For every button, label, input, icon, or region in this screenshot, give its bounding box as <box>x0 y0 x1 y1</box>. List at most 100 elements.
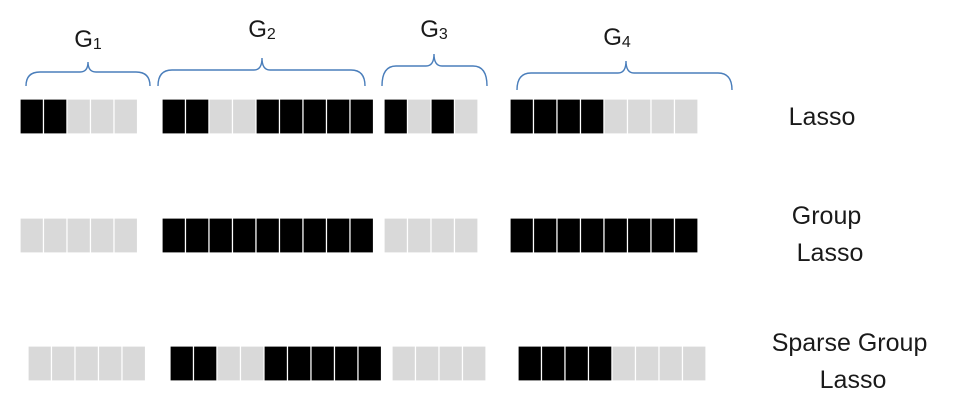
group-brace-1 <box>26 62 150 86</box>
group-header-2: G2 <box>158 16 365 86</box>
cell-r2-g4-c5-inactive <box>636 346 660 381</box>
row-label-sparse-group-lasso-line1: Sparse Group <box>772 329 928 357</box>
cell-r0-g3-c3-inactive <box>455 99 479 134</box>
cell-r0-g4-c0-active <box>510 99 534 134</box>
cell-r2-g4-c7-inactive <box>683 346 707 381</box>
cell-r2-g1-c0-inactive <box>28 346 52 381</box>
cell-r0-g2-c6-active <box>303 99 327 134</box>
cell-r2-g4-c0-active <box>518 346 542 381</box>
cell-r0-g2-c2-inactive <box>209 99 233 134</box>
cell-r1-g2-c0-active <box>162 218 186 253</box>
cell-r1-g2-c1-active <box>186 218 210 253</box>
cell-r2-g4-c6-inactive <box>659 346 683 381</box>
row-label-group-lasso-line2: Lasso <box>797 239 864 267</box>
row-label-lasso: Lasso <box>789 103 856 131</box>
cell-r0-g2-c8-active <box>350 99 374 134</box>
cell-r0-g3-c1-inactive <box>408 99 432 134</box>
cell-r0-g2-c0-active <box>162 99 186 134</box>
cell-r1-g2-c2-active <box>209 218 233 253</box>
cell-r2-g4-c3-active <box>589 346 613 381</box>
cell-r1-g3-c0-inactive <box>384 218 408 253</box>
cell-r2-g1-c3-inactive <box>99 346 123 381</box>
cell-r1-g4-c1-active <box>534 218 558 253</box>
cell-r0-g4-c2-active <box>557 99 581 134</box>
row-group-lasso-cells <box>20 218 698 253</box>
cell-r2-g3-c1-inactive <box>416 346 440 381</box>
cell-r2-g2-c3-inactive <box>241 346 265 381</box>
cell-r2-g2-c2-inactive <box>217 346 241 381</box>
group-brace-4 <box>517 61 732 90</box>
cell-r1-g1-c4-inactive <box>114 218 138 253</box>
cell-r2-g3-c2-inactive <box>439 346 463 381</box>
cell-r1-g4-c5-active <box>628 218 652 253</box>
cell-r2-g2-c8-active <box>358 346 382 381</box>
cell-r1-g3-c1-inactive <box>408 218 432 253</box>
cell-r1-g2-c8-active <box>350 218 374 253</box>
cell-r0-g3-c2-active <box>431 99 455 134</box>
cell-r1-g1-c1-inactive <box>44 218 68 253</box>
group-label-4: G4 <box>603 24 631 51</box>
cell-r1-g4-c3-active <box>581 218 605 253</box>
cell-r2-g2-c1-active <box>194 346 218 381</box>
cell-r2-g3-c3-inactive <box>463 346 487 381</box>
row-label-sparse-group-lasso: Sparse Group Lasso <box>772 329 935 394</box>
cell-r0-g1-c0-active <box>20 99 44 134</box>
cell-r2-g1-c1-inactive <box>52 346 76 381</box>
cell-r2-g4-c2-active <box>565 346 589 381</box>
row-label-sparse-group-lasso-line2: Lasso <box>820 366 887 394</box>
cell-r0-g2-c3-inactive <box>233 99 257 134</box>
cell-r1-g4-c0-active <box>510 218 534 253</box>
row-lasso-cells <box>20 99 698 134</box>
group-header-3: G3 <box>382 16 487 86</box>
group-label-3: G3 <box>420 16 448 43</box>
cell-r2-g4-c4-inactive <box>612 346 636 381</box>
cell-r0-g2-c7-active <box>327 99 351 134</box>
cell-r1-g1-c0-inactive <box>20 218 44 253</box>
group-header-4: G4 <box>517 24 732 90</box>
group-label-1: G1 <box>74 26 102 53</box>
group-brace-2 <box>158 58 365 86</box>
cell-r1-g3-c2-inactive <box>431 218 455 253</box>
cell-r0-g1-c4-inactive <box>114 99 138 134</box>
cell-r0-g1-c2-inactive <box>67 99 91 134</box>
cell-r2-g1-c4-inactive <box>122 346 146 381</box>
cell-r0-g4-c5-inactive <box>628 99 652 134</box>
row-sparse-group-lasso-cells <box>28 346 706 381</box>
cell-r2-g3-c0-inactive <box>392 346 416 381</box>
cell-r0-g1-c1-active <box>44 99 68 134</box>
row-label-group-lasso: Group Lasso <box>792 202 868 267</box>
cell-r1-g4-c7-active <box>675 218 699 253</box>
cell-r1-g2-c6-active <box>303 218 327 253</box>
cell-r0-g4-c1-active <box>534 99 558 134</box>
cell-r2-g4-c1-active <box>542 346 566 381</box>
cell-r0-g3-c0-active <box>384 99 408 134</box>
cell-r0-g2-c1-active <box>186 99 210 134</box>
cell-r0-g4-c6-inactive <box>651 99 675 134</box>
cell-r2-g2-c6-active <box>311 346 335 381</box>
group-label-2: G2 <box>248 16 276 43</box>
cell-r1-g2-c7-active <box>327 218 351 253</box>
cell-r2-g2-c4-active <box>264 346 288 381</box>
cell-r0-g2-c5-active <box>280 99 304 134</box>
cell-r1-g3-c3-inactive <box>455 218 479 253</box>
cell-r0-g1-c3-inactive <box>91 99 115 134</box>
cell-r1-g2-c3-active <box>233 218 257 253</box>
cell-r1-g2-c4-active <box>256 218 280 253</box>
cell-r0-g4-c3-active <box>581 99 605 134</box>
group-header-1: G1 <box>26 26 150 86</box>
cell-r0-g2-c4-active <box>256 99 280 134</box>
cell-r1-g4-c4-active <box>604 218 628 253</box>
cell-r2-g2-c5-active <box>288 346 312 381</box>
cell-r1-g2-c5-active <box>280 218 304 253</box>
cell-r0-g4-c7-inactive <box>675 99 699 134</box>
cell-r1-g4-c2-active <box>557 218 581 253</box>
group-brace-3 <box>382 54 487 86</box>
cell-r2-g1-c2-inactive <box>75 346 99 381</box>
cell-r2-g2-c7-active <box>335 346 359 381</box>
cell-r1-g4-c6-active <box>651 218 675 253</box>
row-label-group-lasso-line1: Group <box>792 202 861 230</box>
cell-r1-g1-c3-inactive <box>91 218 115 253</box>
cell-r1-g1-c2-inactive <box>67 218 91 253</box>
cell-r2-g2-c0-active <box>170 346 194 381</box>
